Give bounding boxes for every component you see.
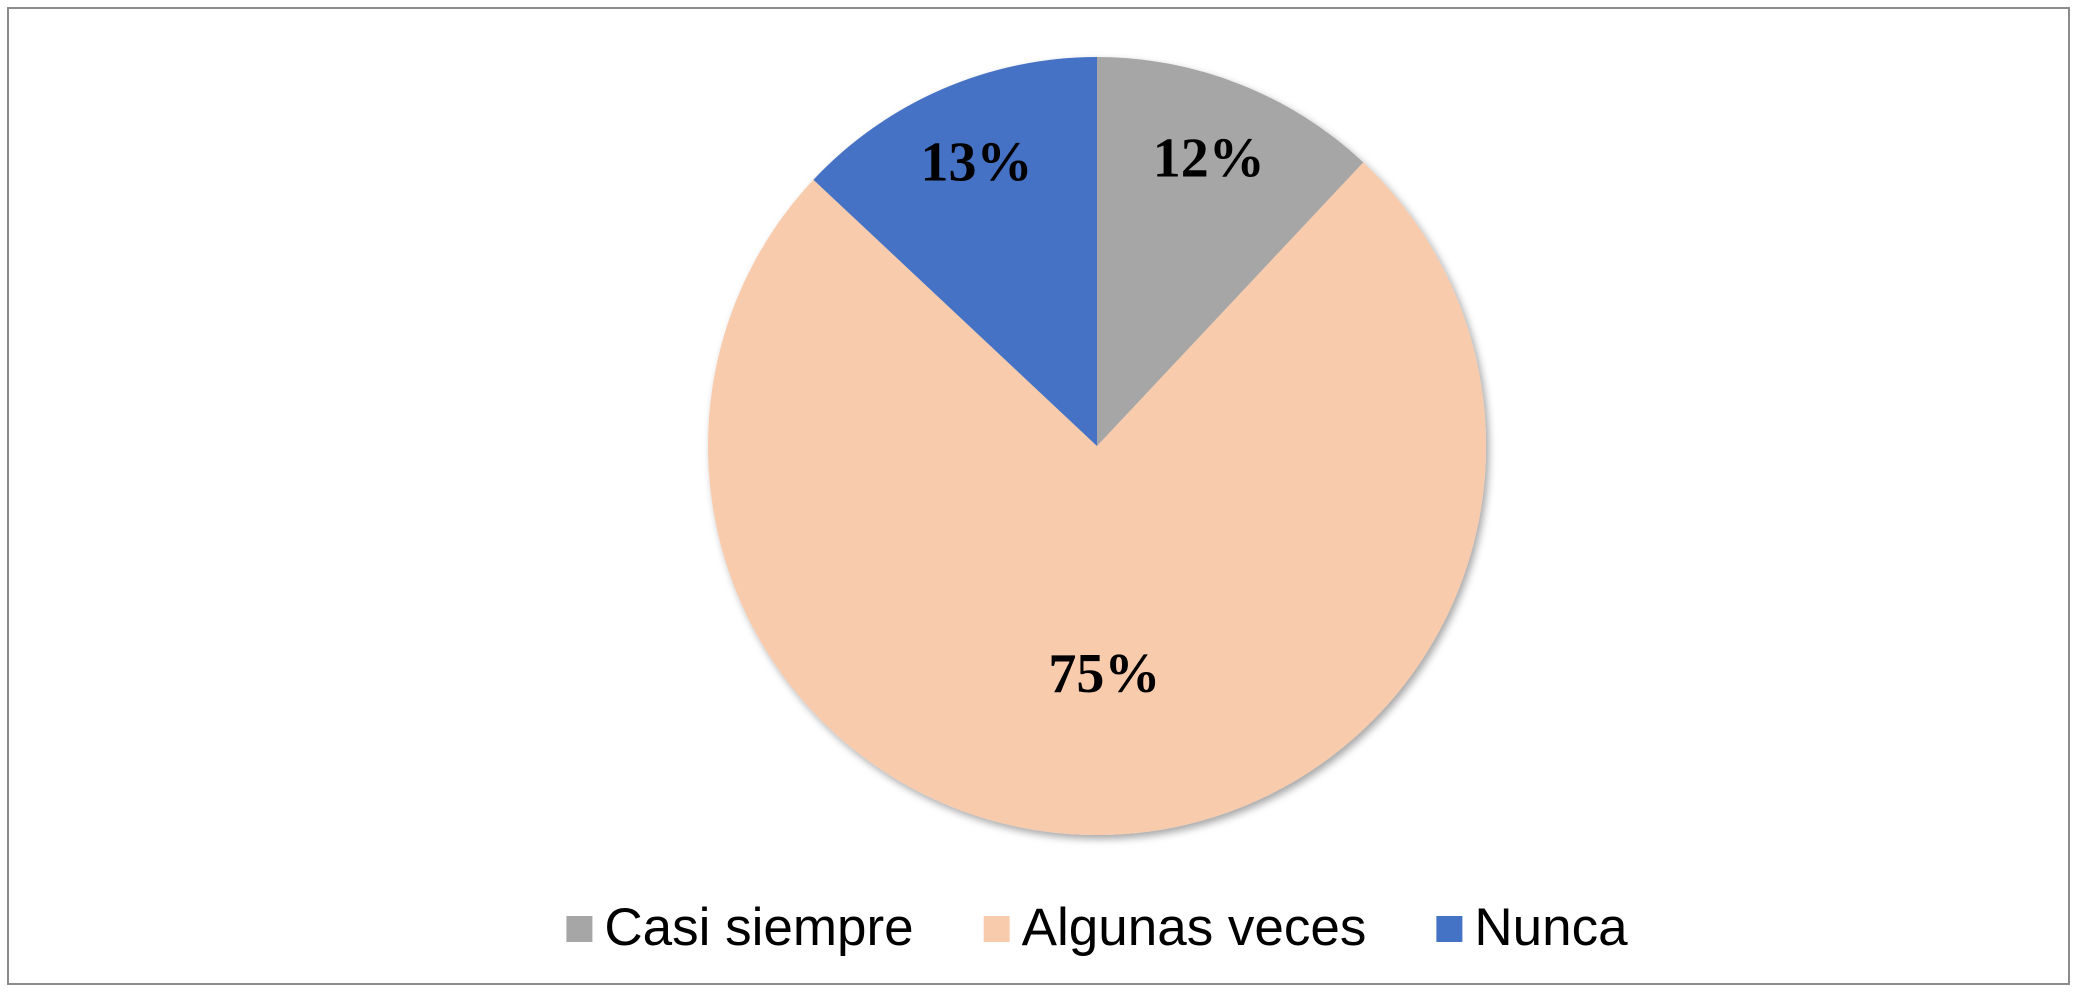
- legend-label: Casi siempre: [604, 898, 913, 957]
- data-label: 13%: [920, 131, 1032, 193]
- data-label: 75%: [1048, 643, 1160, 705]
- legend-swatch: [1436, 916, 1463, 942]
- pie-slice: [708, 162, 1487, 835]
- data-label: 12%: [1153, 128, 1265, 190]
- legend-label: Nunca: [1474, 898, 1628, 957]
- legend: Casi siempre Algunas veces Nunca: [566, 898, 1628, 957]
- data-labels: 12% 75% 13%: [920, 128, 1264, 705]
- legend-label: Algunas veces: [1022, 898, 1367, 957]
- pie-slice: [813, 57, 1097, 446]
- pie-slice: [1097, 57, 1364, 446]
- legend-swatch: [566, 916, 593, 942]
- legend-swatch: [983, 916, 1010, 942]
- pie: [708, 57, 1487, 835]
